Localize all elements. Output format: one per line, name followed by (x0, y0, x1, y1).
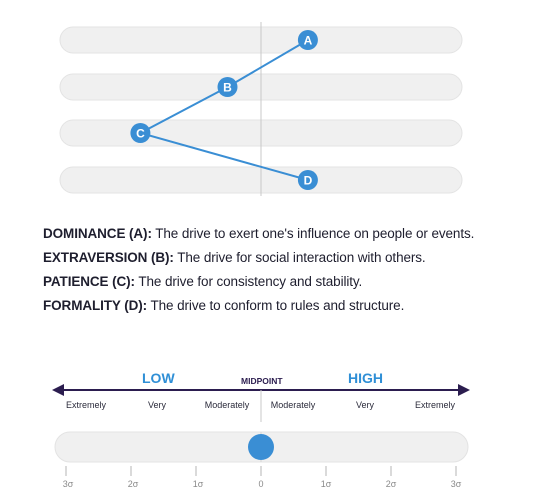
high-label: HIGH (348, 370, 383, 386)
trait-point-label: A (304, 34, 313, 48)
degree-label: Moderately (270, 400, 316, 410)
definition-term: EXTRAVERSION (B): (43, 250, 174, 265)
sigma-label: 0 (258, 479, 264, 489)
trait-connector-line (137, 39, 309, 181)
midpoint-label: MIDPOINT (241, 376, 283, 386)
trait-point-d (297, 170, 318, 190)
trait-diagram: A B C D (59, 22, 463, 196)
arrow-right-icon (458, 384, 470, 396)
definition-term: PATIENCE (C): (43, 274, 135, 289)
definition-dominance: DOMINANCE (A): The drive to exert one's … (43, 222, 513, 246)
definition-text: The drive to exert one's influence on pe… (151, 226, 475, 241)
definition-formality: FORMALITY (D): The drive to conform to r… (43, 294, 513, 318)
definition-text: The drive for consistency and stability. (134, 274, 363, 289)
definition-patience: PATIENCE (C): The drive for consistency … (43, 270, 513, 294)
degree-label: Extremely (65, 400, 106, 410)
definitions-list: DOMINANCE (A): The drive to exert one's … (43, 222, 513, 318)
degree-label: Very (147, 400, 166, 410)
sigma-label: 2σ (127, 479, 139, 489)
scale-graphic (52, 384, 470, 476)
degree-label: Moderately (204, 400, 250, 410)
sigma-label: 3σ (450, 479, 462, 489)
definition-extraversion: EXTRAVERSION (B): The drive for social i… (43, 246, 513, 270)
scale-legend: LOW MIDPOINT HIGH Extremely Very Moderat… (0, 360, 534, 498)
scale-marker (248, 434, 274, 460)
sigma-label: 2σ (385, 479, 397, 489)
definition-term: FORMALITY (D): (43, 298, 148, 313)
definition-text: The drive for social interaction with ot… (173, 250, 426, 265)
trait-point-label: C (136, 127, 145, 141)
low-label: LOW (142, 370, 175, 386)
definition-text: The drive to conform to rules and struct… (147, 298, 405, 313)
definition-term: DOMINANCE (A): (43, 226, 152, 241)
sigma-label: 1σ (320, 479, 332, 489)
trait-point-b (217, 77, 238, 97)
trait-point-c (130, 123, 151, 143)
trait-point-label: D (304, 174, 313, 188)
trait-point-a (297, 30, 318, 50)
degree-label: Very (355, 400, 374, 410)
sigma-label: 1σ (192, 479, 204, 489)
sigma-label: 3σ (62, 479, 74, 489)
arrow-left-icon (52, 384, 64, 396)
degree-label: Extremely (414, 400, 455, 410)
trait-point-label: B (223, 81, 232, 95)
